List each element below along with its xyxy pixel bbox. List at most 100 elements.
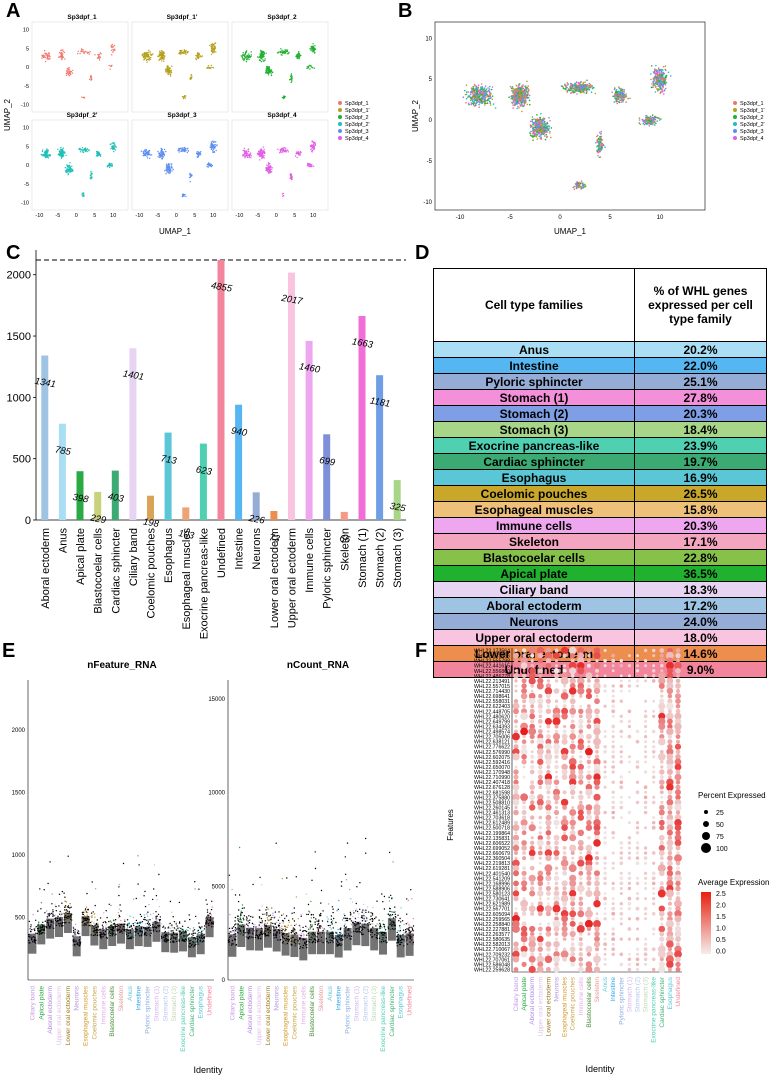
- umap-point: [639, 123, 642, 126]
- umap-point: [183, 52, 185, 54]
- umap-point: [84, 147, 87, 149]
- x-tick-label: -5: [255, 213, 260, 219]
- umap-point: [41, 150, 44, 153]
- umap-point: [185, 195, 187, 198]
- cell-percent: 26.5%: [634, 485, 767, 502]
- umap-point: [45, 154, 47, 156]
- jitter-point: [30, 926, 32, 928]
- umap-point: [647, 117, 649, 119]
- umap-point: [212, 48, 215, 50]
- y-tick-label: -5: [427, 159, 433, 165]
- umap-point: [494, 107, 497, 109]
- umap-point: [143, 56, 145, 58]
- jitter-point: [45, 910, 48, 912]
- umap-point: [59, 153, 61, 155]
- jitter-point: [105, 910, 107, 912]
- umap-point: [550, 136, 552, 139]
- umap-point: [515, 84, 518, 87]
- umap-point: [312, 47, 314, 49]
- umap-point: [580, 81, 582, 83]
- umap-point: [148, 51, 150, 53]
- umap-point: [264, 152, 266, 155]
- jitter-point: [69, 907, 71, 909]
- umap-point: [482, 96, 484, 98]
- umap-point: [114, 149, 117, 151]
- umap-point: [662, 83, 664, 85]
- umap-point: [213, 51, 215, 54]
- umap-point: [646, 118, 649, 120]
- identity-label: Lower oral ectoderm: [65, 986, 72, 1045]
- umap-point: [584, 88, 586, 91]
- umap-point: [309, 68, 311, 70]
- jitter-point: [74, 933, 76, 935]
- umap-point: [261, 155, 263, 157]
- umap-point: [520, 96, 523, 98]
- cell-type-name: Esophagus: [433, 469, 635, 486]
- umap-point: [158, 53, 161, 55]
- dense-jitter-block: [28, 933, 37, 954]
- x-tick-label: Coelomic pouches: [146, 528, 158, 619]
- umap-point: [589, 83, 592, 86]
- umap-point: [42, 55, 45, 57]
- umap-point: [271, 167, 273, 169]
- umap-point: [474, 104, 477, 107]
- umap-point: [615, 100, 618, 103]
- umap-point: [462, 96, 465, 98]
- jitter-point: [51, 893, 53, 895]
- umap-point: [477, 94, 479, 97]
- umap-point: [600, 133, 602, 135]
- umap-point: [145, 148, 147, 151]
- umap-point: [565, 85, 567, 87]
- umap-point: [108, 162, 111, 165]
- umap-point: [66, 171, 69, 173]
- umap-point: [209, 163, 211, 166]
- umap-point: [475, 85, 478, 87]
- umap-point: [643, 121, 645, 123]
- umap-point: [543, 130, 546, 132]
- umap-point: [210, 141, 213, 143]
- legend-label: Sp3dpf_3: [740, 129, 764, 135]
- umap-point: [47, 157, 50, 159]
- umap-point: [600, 135, 603, 138]
- umap-point: [63, 51, 66, 54]
- umap-point: [546, 121, 548, 124]
- umap-point: [243, 150, 246, 153]
- table-row: Apical plate 36.5%: [433, 565, 767, 582]
- umap-point: [164, 68, 167, 71]
- umap-point: [271, 168, 273, 170]
- umap-point: [513, 96, 515, 98]
- umap-point: [77, 52, 79, 55]
- umap-point: [598, 148, 601, 151]
- umap-point: [71, 72, 74, 74]
- umap-point: [168, 164, 170, 166]
- umap-point: [212, 46, 214, 48]
- umap-point: [579, 90, 581, 93]
- umap-point: [296, 57, 299, 59]
- umap-point: [295, 55, 297, 58]
- umap-point: [625, 94, 627, 97]
- table-row: Skeleton 17.1%: [433, 533, 767, 550]
- umap-point: [474, 99, 476, 102]
- umap-point: [79, 151, 82, 153]
- umap-point: [259, 150, 262, 152]
- panel-e-title-nfeature: nFeature_RNA: [87, 660, 156, 671]
- umap-point: [270, 74, 273, 77]
- jitter-point: [55, 910, 57, 912]
- umap-point: [312, 143, 315, 145]
- umap-point: [536, 134, 538, 136]
- umap-point: [216, 144, 218, 146]
- umap-point: [40, 153, 42, 156]
- umap-point: [534, 118, 537, 121]
- y-tick-label: 10: [23, 126, 29, 132]
- umap-point: [644, 119, 647, 121]
- umap-point: [169, 75, 172, 77]
- umap-point: [247, 148, 250, 150]
- jitter-point: [94, 888, 97, 890]
- umap-point: [516, 98, 518, 100]
- umap-point: [43, 49, 46, 52]
- bar: [199, 443, 207, 520]
- umap-point: [654, 68, 656, 70]
- umap-point: [465, 84, 468, 86]
- umap-point: [207, 166, 209, 168]
- umap-point: [183, 95, 186, 97]
